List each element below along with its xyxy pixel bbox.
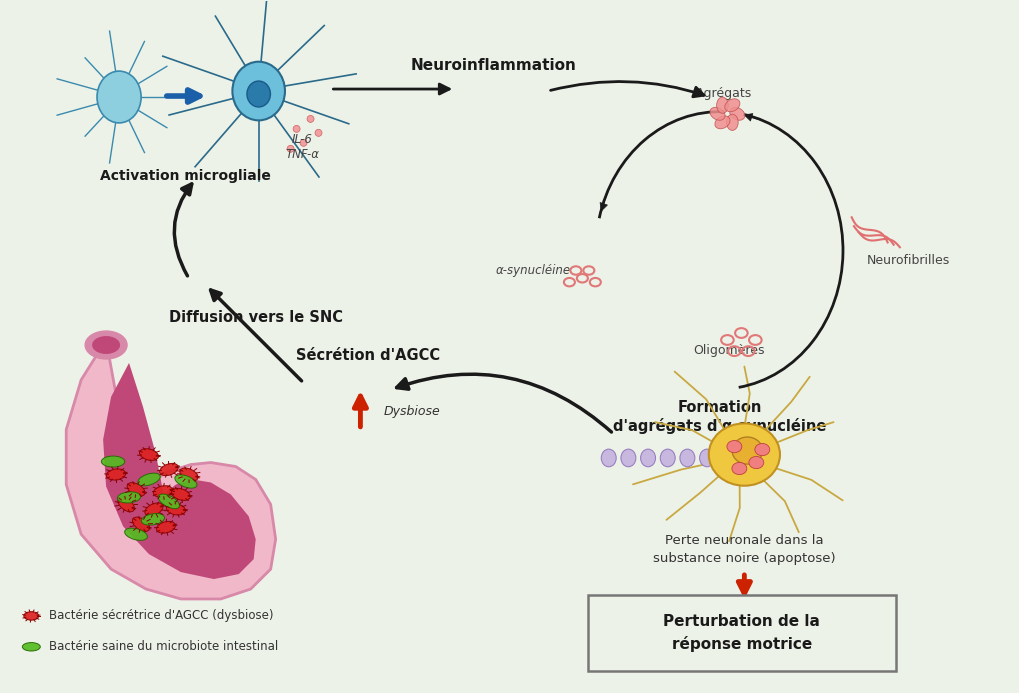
- Ellipse shape: [117, 492, 141, 503]
- Text: Diffusion vers le SNC: Diffusion vers le SNC: [168, 310, 342, 325]
- Ellipse shape: [640, 449, 655, 467]
- Ellipse shape: [127, 482, 145, 496]
- Text: IL-6
TNF-α: IL-6 TNF-α: [285, 133, 319, 161]
- Ellipse shape: [600, 449, 615, 467]
- Ellipse shape: [315, 130, 322, 137]
- Ellipse shape: [166, 504, 185, 515]
- Ellipse shape: [659, 449, 675, 467]
- Ellipse shape: [174, 475, 197, 488]
- Text: Activation microgliale: Activation microgliale: [100, 168, 271, 183]
- Text: Perturbation de la
réponse motrice: Perturbation de la réponse motrice: [662, 614, 819, 651]
- Ellipse shape: [300, 139, 307, 146]
- Ellipse shape: [85, 331, 127, 359]
- Text: Sécrétion d'AGCC: Sécrétion d'AGCC: [297, 348, 440, 363]
- Text: Neurofibrilles: Neurofibrilles: [865, 254, 949, 267]
- Ellipse shape: [159, 464, 178, 475]
- Ellipse shape: [732, 462, 746, 475]
- Ellipse shape: [145, 503, 163, 516]
- Ellipse shape: [158, 494, 179, 509]
- Ellipse shape: [101, 456, 124, 467]
- Ellipse shape: [23, 612, 39, 620]
- Ellipse shape: [106, 469, 125, 480]
- Text: Neuroinflammation: Neuroinflammation: [411, 58, 577, 73]
- Ellipse shape: [92, 336, 120, 354]
- Ellipse shape: [727, 441, 741, 453]
- Text: Perte neuronale dans la
substance noire (apoptose): Perte neuronale dans la substance noire …: [652, 534, 835, 565]
- Ellipse shape: [22, 642, 40, 651]
- Ellipse shape: [247, 81, 270, 107]
- Ellipse shape: [179, 468, 198, 481]
- Ellipse shape: [680, 449, 694, 467]
- Ellipse shape: [621, 449, 635, 467]
- Polygon shape: [66, 340, 275, 599]
- Ellipse shape: [708, 423, 780, 486]
- Ellipse shape: [140, 448, 158, 460]
- Ellipse shape: [307, 116, 314, 123]
- Ellipse shape: [171, 489, 191, 500]
- Ellipse shape: [716, 97, 728, 113]
- Ellipse shape: [725, 99, 739, 112]
- Ellipse shape: [142, 514, 164, 525]
- Ellipse shape: [714, 116, 730, 129]
- Text: Formation
d'agrégats d'α-synucléine: Formation d'agrégats d'α-synucléine: [612, 400, 825, 434]
- Text: Bactérie sécrétrice d'AGCC (dysbiose): Bactérie sécrétrice d'AGCC (dysbiose): [49, 609, 273, 622]
- Ellipse shape: [132, 517, 150, 532]
- Ellipse shape: [754, 444, 769, 456]
- Polygon shape: [103, 363, 256, 579]
- Ellipse shape: [138, 473, 160, 486]
- Ellipse shape: [699, 449, 714, 467]
- Ellipse shape: [292, 125, 300, 132]
- Ellipse shape: [156, 521, 175, 533]
- Ellipse shape: [97, 71, 141, 123]
- Text: Dysbiose: Dysbiose: [383, 405, 439, 419]
- Ellipse shape: [124, 528, 147, 541]
- Text: Agrégats: Agrégats: [696, 87, 752, 100]
- Text: Bactérie saine du microbiote intestinal: Bactérie saine du microbiote intestinal: [49, 640, 278, 653]
- Ellipse shape: [153, 486, 172, 497]
- Ellipse shape: [726, 114, 738, 130]
- Ellipse shape: [748, 457, 763, 468]
- Ellipse shape: [232, 62, 284, 121]
- Ellipse shape: [286, 146, 293, 152]
- Text: α-synucléine: α-synucléine: [495, 264, 571, 277]
- Text: Oligomères: Oligomères: [693, 344, 764, 358]
- Ellipse shape: [732, 437, 762, 464]
- Ellipse shape: [709, 107, 725, 121]
- FancyBboxPatch shape: [587, 595, 895, 671]
- Ellipse shape: [117, 497, 135, 512]
- Ellipse shape: [729, 107, 744, 121]
